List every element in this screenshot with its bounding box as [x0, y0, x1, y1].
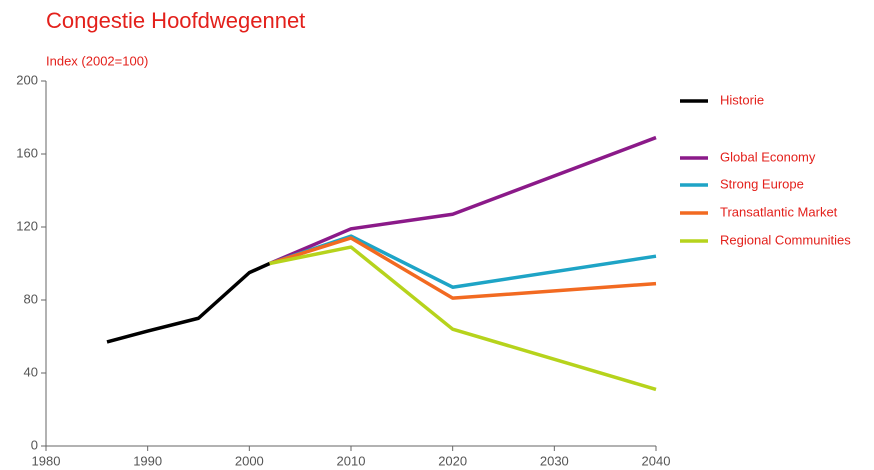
y-tick-label: 200: [16, 72, 38, 87]
series-line: [106, 261, 271, 344]
legend-label: Transatlantic Market: [720, 204, 838, 219]
y-tick-label: 160: [16, 145, 38, 160]
y-tick-label: 120: [16, 218, 38, 233]
series-line: [269, 236, 657, 300]
y-tick-label: 80: [24, 291, 38, 306]
series-line: [269, 245, 657, 392]
x-tick-label: 1980: [32, 453, 61, 468]
legend-label: Historie: [720, 92, 764, 107]
y-tick-label: 40: [24, 364, 38, 379]
x-tick-label: 2010: [337, 453, 366, 468]
x-tick-label: 1990: [133, 453, 162, 468]
legend-label: Strong Europe: [720, 176, 804, 191]
x-tick-label: 2040: [642, 453, 671, 468]
x-tick-label: 2030: [540, 453, 569, 468]
legend-label: Global Economy: [720, 149, 816, 164]
y-tick-label: 0: [31, 437, 38, 452]
y-axis-label: Index (2002=100): [46, 53, 148, 68]
series-line: [268, 135, 657, 266]
legend-label: Regional Communities: [720, 232, 851, 247]
x-tick-label: 2000: [235, 453, 264, 468]
chart-title: Congestie Hoofdwegennet: [46, 8, 305, 33]
x-tick-label: 2020: [438, 453, 467, 468]
